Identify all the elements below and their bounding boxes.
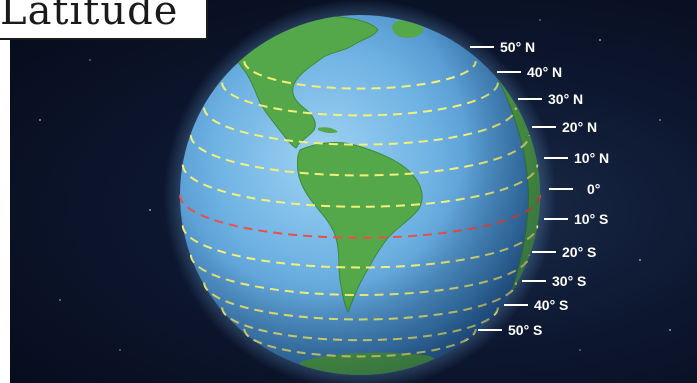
- stars: [39, 19, 671, 351]
- latitude-labels: 50° N 40° N 30° N 20° N 10° N 0° 10° S 20° S 30°…: [470, 39, 609, 338]
- latitude-label: 30° S: [552, 273, 586, 289]
- latitude-label: 20° S: [562, 244, 596, 260]
- title-box: Latitude: [0, 0, 208, 40]
- latitude-label: 10° N: [574, 150, 609, 166]
- latitude-label: 20° N: [562, 119, 597, 135]
- latitude-label: 50° S: [508, 322, 542, 338]
- latitude-label: 50° N: [500, 39, 535, 55]
- latitude-label: 30° N: [548, 91, 583, 107]
- latitude-label: 40° N: [527, 64, 562, 80]
- globe-shading: [180, 15, 540, 375]
- latitude-label: 0°: [587, 181, 600, 197]
- page-title: Latitude: [0, 0, 179, 34]
- latitude-label: 10° S: [574, 211, 608, 227]
- latitude-label: 40° S: [534, 297, 568, 313]
